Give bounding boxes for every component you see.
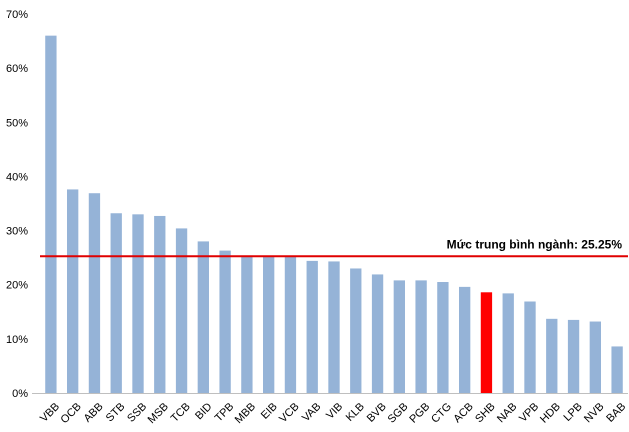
bar-ocb — [67, 189, 79, 393]
bar-vcb — [284, 256, 297, 393]
x-tick-label: VPB — [517, 401, 541, 425]
y-tick-label: 0% — [12, 388, 28, 400]
bar-nvb — [589, 321, 601, 393]
x-tick-label: NAB — [495, 401, 519, 425]
bar-bab — [611, 346, 623, 393]
bar-stb — [110, 213, 122, 393]
x-tick-label: TPB — [213, 401, 237, 425]
y-tick-label: 50% — [6, 117, 28, 129]
bar-tpb — [219, 250, 231, 393]
x-tick-label: NVB — [582, 401, 606, 425]
bar-pgb — [415, 280, 427, 393]
bar-vbb — [45, 35, 57, 394]
x-tick-label: BAB — [604, 401, 628, 425]
x-tick-label: VAB — [300, 401, 323, 424]
bar-lpb — [567, 319, 580, 393]
x-tick-label: KLB — [344, 401, 367, 424]
x-tick-label: TCB — [169, 401, 193, 425]
y-tick-label: 40% — [6, 171, 28, 183]
x-tick-label: SGB — [386, 401, 411, 426]
bar-nab — [502, 293, 514, 393]
bar-bid — [197, 241, 209, 393]
x-tick-label: BID — [193, 401, 214, 422]
bar-bvb — [371, 274, 384, 393]
bar-tcb — [175, 228, 188, 393]
y-tick-label: 70% — [6, 9, 28, 21]
x-tick-label: EIB — [259, 401, 280, 422]
y-axis-labels: 0% 10% 20% 30% 40% 50% 60% 70% — [6, 9, 28, 400]
bar-acb — [459, 286, 471, 393]
x-tick-label: VCB — [277, 401, 301, 425]
bar-vpb — [524, 301, 536, 393]
y-tick-label: 30% — [6, 226, 28, 238]
x-tick-label: BVB — [365, 401, 389, 425]
bar-hdb — [546, 318, 558, 393]
bar-ctg — [437, 282, 449, 393]
bar-klb — [350, 268, 362, 393]
x-tick-label: ABB — [82, 401, 106, 425]
bar-sgb — [393, 280, 405, 393]
bar-mbb — [241, 255, 253, 393]
bar-msb — [154, 215, 166, 393]
x-tick-label: HDB — [538, 401, 563, 426]
y-tick-label: 20% — [6, 280, 28, 292]
y-tick-label: 60% — [6, 63, 28, 75]
x-tick-label: VBB — [38, 401, 62, 425]
x-tick-label: OCB — [59, 401, 84, 426]
x-tick-label: PGB — [407, 401, 432, 426]
x-tick-label: MBB — [233, 401, 258, 426]
x-tick-label: MSB — [146, 401, 171, 426]
bar-eib — [263, 256, 275, 393]
bar-shb — [480, 292, 493, 393]
x-tick-label: VIB — [324, 401, 345, 422]
x-tick-label: SHB — [473, 401, 497, 425]
bar-abb — [88, 193, 101, 393]
x-tick-label: STB — [104, 401, 128, 425]
y-tick-label: 10% — [6, 334, 28, 346]
industry-average-label: Mức trung bình ngành: 25.25% — [447, 237, 623, 251]
bars — [45, 35, 623, 394]
x-tick-label: SSB — [125, 401, 149, 425]
x-tick-label: CTG — [429, 401, 454, 426]
x-tick-label: ACB — [451, 401, 475, 425]
bar-vib — [328, 261, 340, 393]
x-tick-label: LPB — [562, 401, 585, 424]
bar-vab — [306, 260, 318, 393]
bar-ssb — [132, 214, 144, 393]
